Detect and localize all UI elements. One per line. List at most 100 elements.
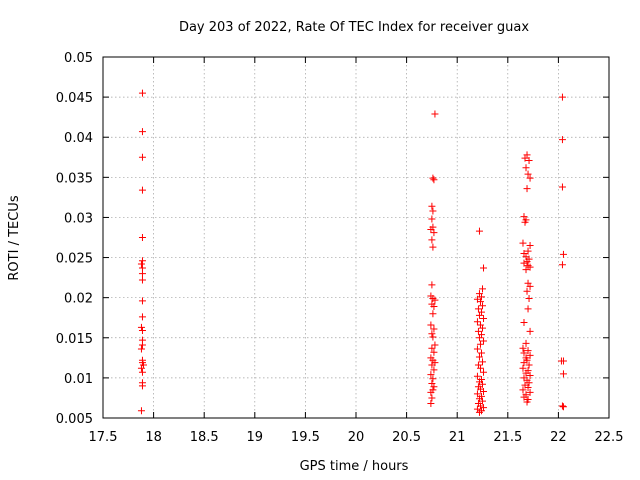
data-point (428, 202, 436, 210)
data-point (526, 242, 534, 250)
data-point (557, 357, 565, 365)
data-point (522, 339, 530, 347)
data-point (138, 234, 146, 241)
data-point (430, 302, 438, 310)
x-tick-label: 21 (449, 430, 466, 445)
data-point (558, 402, 566, 410)
data-point (526, 174, 534, 182)
data-point (137, 323, 145, 331)
data-point (475, 408, 483, 416)
x-tick-label: 18.5 (190, 430, 219, 445)
y-tick-label: 0.03 (64, 211, 93, 226)
data-point (429, 207, 437, 215)
y-axis-tick-labels: 0.005 0.01 0.015 0.02 0.025 0.03 0.035 0.04 0.04… (56, 51, 93, 427)
data-point (430, 325, 438, 333)
data-point (519, 344, 527, 352)
data-point (526, 351, 534, 359)
data-point (520, 319, 528, 327)
data-point (479, 397, 486, 405)
data-point (137, 364, 145, 372)
data-point (526, 371, 534, 379)
data-point (520, 259, 528, 267)
data-point (559, 370, 567, 378)
data-point (525, 156, 533, 164)
data-point (427, 400, 435, 408)
data-point (519, 364, 527, 372)
data-point (474, 305, 482, 313)
data-point (430, 229, 438, 237)
y-tick-label: 0.045 (56, 91, 93, 106)
x-tick-label: 18 (145, 430, 162, 445)
data-point (473, 390, 481, 398)
data-point (476, 364, 484, 372)
y-tick-label: 0.04 (64, 131, 93, 146)
data-point (521, 218, 529, 226)
y-tick-label: 0.035 (56, 171, 93, 186)
data-point (475, 227, 483, 235)
data-point (480, 368, 488, 376)
data-point (138, 368, 146, 376)
data-point (558, 93, 566, 101)
data-point (558, 183, 566, 191)
data-point (138, 313, 146, 321)
data-point (522, 164, 530, 172)
data-point (429, 310, 437, 318)
x-tick-label: 20.5 (392, 430, 421, 445)
data-point (430, 176, 438, 184)
data-point (427, 225, 435, 233)
data-point (475, 353, 483, 361)
data-point (519, 239, 527, 247)
data-point (523, 398, 531, 406)
y-tick-label: 0.02 (64, 292, 93, 307)
data-point (522, 266, 530, 274)
data-points (137, 89, 567, 416)
x-tick-label: 19 (247, 430, 264, 445)
data-point (521, 154, 529, 162)
y-tick-label: 0.005 (56, 412, 93, 427)
data-point (525, 379, 533, 387)
data-point (480, 388, 488, 396)
data-point (138, 276, 146, 284)
data-point (138, 128, 146, 136)
data-point (138, 270, 146, 278)
data-point (524, 170, 532, 178)
data-point (431, 296, 439, 304)
y-tick-label: 0.025 (56, 252, 93, 267)
plot-frame (102, 56, 610, 419)
data-point (427, 388, 435, 396)
data-point (138, 89, 146, 97)
data-point (428, 215, 436, 223)
data-point (138, 257, 146, 265)
data-point (558, 136, 566, 144)
data-point (428, 281, 436, 289)
data-point (522, 369, 530, 377)
y-axis-title: ROTI / TECUs (7, 195, 22, 280)
data-point (138, 341, 146, 349)
data-point (559, 250, 567, 258)
data-point (520, 393, 528, 401)
data-point (479, 380, 486, 388)
y-tick-label: 0.05 (64, 51, 93, 66)
data-point (473, 372, 481, 380)
data-point (480, 315, 488, 323)
data-point (137, 260, 145, 268)
data-point (430, 366, 438, 374)
x-tick-label: 21.5 (493, 430, 522, 445)
data-point (138, 382, 146, 390)
data-point (479, 324, 486, 332)
data-point (520, 349, 528, 357)
data-point (431, 341, 439, 349)
x-tick-label: 17.5 (89, 430, 118, 445)
data-point (526, 282, 534, 290)
data-point (559, 403, 567, 411)
data-point (477, 349, 485, 357)
data-point (431, 110, 439, 118)
data-point (428, 361, 436, 369)
data-point (430, 383, 438, 391)
data-point (523, 258, 531, 266)
data-point (523, 185, 531, 193)
data-point (525, 361, 533, 369)
data-point (427, 321, 435, 329)
data-point (429, 243, 437, 251)
data-point (428, 236, 436, 244)
